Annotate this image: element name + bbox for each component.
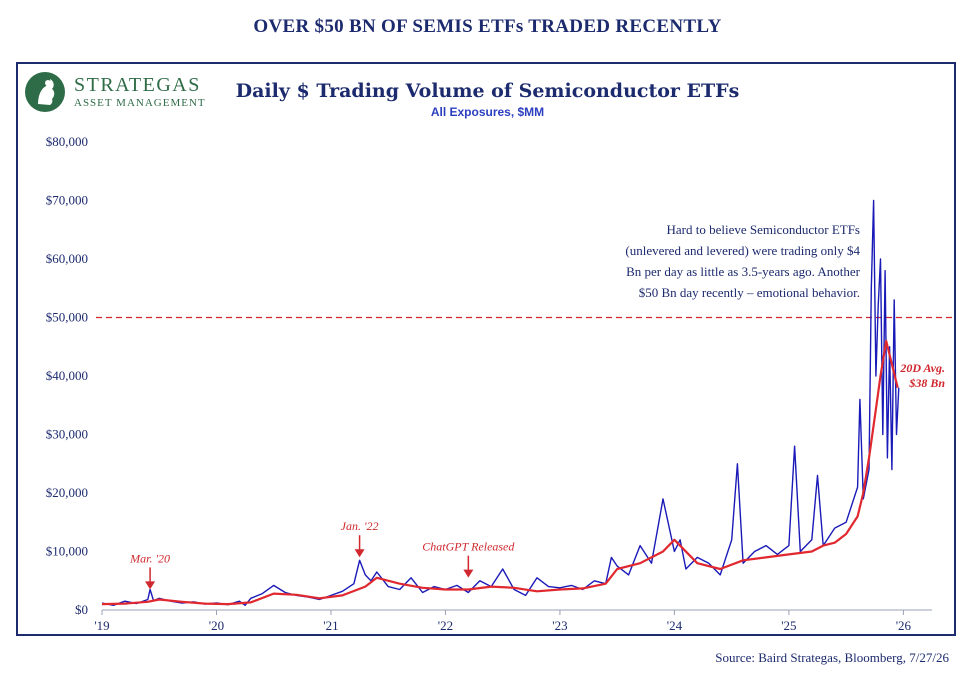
y-tick-label: $70,000 [46,193,88,208]
x-tick-label: '26 [896,618,912,633]
event-label: Mar. '20 [129,551,170,565]
chart-frame [16,62,956,636]
logo-emblem-icon [25,72,65,112]
y-tick-label: $10,000 [46,544,88,559]
y-tick-label: $50,000 [46,310,88,325]
x-tick-label: '19 [94,618,109,633]
y-tick-label: $0 [75,602,88,617]
y-tick-label: $60,000 [46,251,88,266]
callout-text-line: (unlevered and levered) were trading onl… [625,243,860,258]
chart-subtitle: All Exposures, $MM [430,105,545,119]
y-tick-label: $80,000 [46,134,88,149]
logo-subtitle: ASSET MANAGEMENT [74,97,206,109]
y-tick-label: $30,000 [46,427,88,442]
avg-20d-series-line [101,339,899,606]
y-tick-label: $20,000 [46,485,88,500]
event-label: ChatGPT Released [422,540,515,554]
x-tick-label: '20 [209,618,224,633]
avg-20d-label: 20D Avg. [899,361,945,375]
source-note: Source: Baird Strategas, Bloomberg, 7/27… [715,650,949,665]
callout-text-line: Hard to believe Semiconductor ETFs [666,222,860,237]
logo-name: STRATEGAS [74,74,201,96]
x-tick-label: '23 [552,618,567,633]
strategas-logo: STRATEGAS ASSET MANAGEMENT [24,70,214,114]
x-tick-label: '22 [438,618,453,633]
main-title: OVER $50 BN OF SEMIS ETFs TRADED RECENTL… [253,16,722,37]
chart-title: Daily $ Trading Volume of Semiconductor … [235,80,740,102]
x-tick-label: '24 [667,618,683,633]
x-tick-label: '25 [781,618,796,633]
x-tick-label: '21 [323,618,338,633]
avg-20d-label: $38 Bn [908,376,945,390]
event-arrow-head [463,569,474,578]
event-arrow-head [145,581,156,590]
event-label: Jan. '22 [341,519,379,533]
callout-text-line: $50 Bn day recently – emotional behavior… [639,285,860,300]
callout-text-line: Bn per day as little as 3.5-years ago. A… [626,264,861,279]
y-tick-label: $40,000 [46,368,88,383]
event-arrow-head [354,549,365,558]
